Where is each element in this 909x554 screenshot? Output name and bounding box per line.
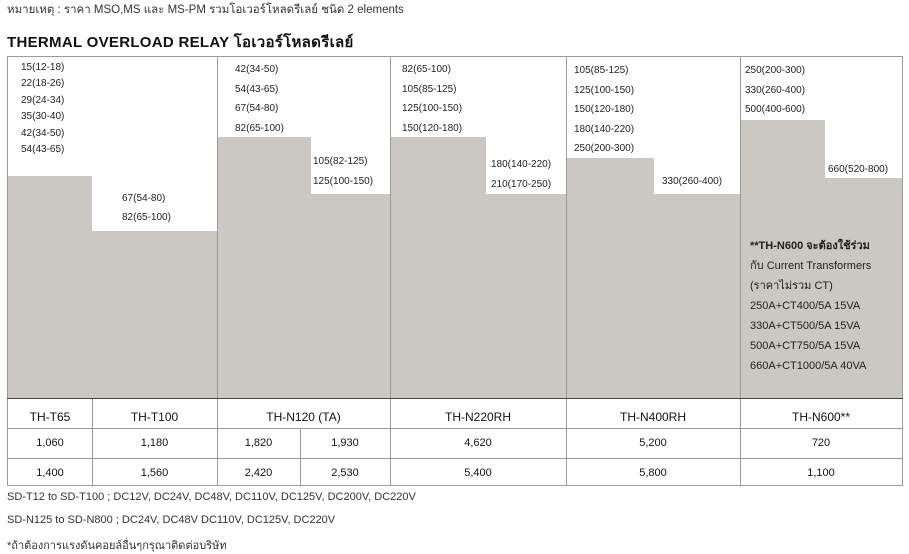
range-value: 35(30-40): [21, 111, 65, 123]
range-value: 82(65-100): [122, 212, 171, 223]
column-divider: [390, 56, 391, 486]
image-th-n600-left: [741, 120, 825, 398]
footer-contact-note: *ถ้าต้องการแรงดันคอยล์อื่นๆกรุณาติดต่อบร…: [7, 540, 227, 552]
column-divider: [300, 428, 301, 486]
range-value: 105(85-125): [574, 65, 629, 76]
price-row2-th-n400rh: 5,800: [639, 467, 667, 479]
range-value: 105(82-125): [313, 156, 368, 167]
price-note: หมายเหตุ : ราคา MSO,MS และ MS-PM รวมโอเว…: [7, 4, 404, 16]
image-th-n400-right: [654, 194, 740, 398]
range-value: 67(54-80): [235, 103, 279, 114]
range-value: 29(24-34): [21, 94, 65, 106]
price-row2-th-t65: 1,400: [36, 467, 64, 479]
image-th-n120-right: [311, 194, 390, 398]
column-divider: [217, 56, 218, 486]
ct-note-line: 250A+CT400/5A 15VA: [750, 300, 861, 312]
range-value: 180(140-220): [574, 123, 635, 135]
price-row1-th-n120-a: 1,820: [244, 437, 273, 449]
range-value: 125(100-150): [313, 176, 374, 187]
range-value: 150(120-180): [574, 104, 635, 115]
column-divider: [740, 56, 741, 486]
range-value: 500(400-600): [745, 104, 806, 115]
range-value: 105(85-125): [402, 83, 457, 95]
range-value: 125(100-150): [574, 84, 635, 96]
image-th-n220-right: [486, 194, 566, 398]
range-value: 82(65-100): [235, 122, 284, 134]
image-th-n600-right: [825, 178, 902, 398]
range-value: 22(18-26): [21, 78, 65, 90]
model-th-n120: TH-N120 (TA): [266, 410, 341, 424]
price-row2-th-t100: 1,560: [140, 467, 169, 479]
ct-note-line: **TH-N600 จะต้องใช้ร่วม: [750, 240, 870, 252]
price-row2-th-n120-b: 2,530: [331, 467, 359, 479]
price-row1-th-n220rh: 4,620: [464, 437, 492, 449]
ct-note-line: 660A+CT1000/5A 40VA: [750, 360, 867, 372]
image-th-t65: [8, 176, 92, 398]
row-divider: [7, 458, 903, 459]
range-value: 180(140-220): [491, 159, 552, 170]
image-th-t100: [92, 231, 217, 398]
range-value: 210(170-250): [491, 179, 552, 190]
range-list-th-n120-left: 42(34-50) 54(43-65) 67(54-80) 82(65-100): [235, 60, 284, 138]
range-value: 250(200-300): [574, 143, 635, 154]
range-list-th-n220-right: 180(140-220) 210(170-250): [491, 155, 551, 195]
range-list-th-t100: 67(54-80) 82(65-100): [122, 190, 171, 228]
price-row2-th-n600: 1,100: [807, 467, 835, 479]
row-divider: [7, 428, 903, 429]
section-title: THERMAL OVERLOAD RELAY โอเวอร์โหลดรีเลย์: [7, 34, 354, 51]
range-value: 330(260-400): [662, 176, 723, 187]
range-value: 82(65-100): [402, 64, 451, 75]
price-row2-th-n120-a: 2,420: [244, 467, 273, 479]
image-th-n120-left: [218, 137, 311, 398]
range-value: 67(54-80): [122, 193, 166, 204]
model-th-n400rh: TH-N400RH: [619, 410, 686, 424]
range-list-th-n400-right: 330(260-400): [662, 174, 722, 190]
range-list-th-n120-right: 105(82-125) 125(100-150): [313, 152, 373, 192]
price-row1-th-n600: 720: [811, 437, 831, 449]
image-th-n220-left: [391, 137, 486, 398]
range-value: 250(200-300): [745, 65, 806, 76]
model-th-t65: TH-T65: [29, 410, 71, 424]
range-list-th-n600-right: 660(520-800): [828, 162, 888, 178]
footer-coil-voltage-t: SD-T12 to SD-T100 ; DC12V, DC24V, DC48V,…: [7, 491, 416, 503]
range-list-th-n400-left: 105(85-125) 125(100-150) 150(120-180) 18…: [574, 61, 634, 159]
footer-coil-voltage-n: SD-N125 to SD-N800 ; DC24V, DC48V DC110V…: [7, 514, 336, 526]
price-row2-th-n220rh: 5,400: [464, 467, 492, 479]
price-row1-th-t65: 1,060: [36, 437, 64, 449]
model-th-n220rh: TH-N220RH: [444, 410, 511, 424]
range-value: 42(34-50): [235, 64, 279, 75]
range-value: 660(520-800): [828, 164, 889, 175]
column-divider: [92, 398, 93, 486]
ct-note-line: กับ Current Transformers: [750, 260, 872, 272]
range-value: 330(260-400): [745, 84, 806, 96]
range-value: 54(43-65): [21, 143, 65, 155]
row-divider: [7, 398, 903, 399]
price-row1-th-t100: 1,180: [140, 437, 169, 449]
price-row1-th-n120-b: 1,930: [331, 437, 359, 449]
ct-note-line: (ราคาไม่รวม CT): [750, 280, 833, 292]
model-th-t100: TH-T100: [130, 410, 179, 424]
range-value: 42(34-50): [21, 127, 65, 139]
ct-note-line: 500A+CT750/5A 15VA: [750, 340, 861, 352]
model-th-n600: TH-N600**: [791, 410, 851, 424]
relay-table: [7, 56, 903, 486]
range-list-th-n220-left: 82(65-100) 105(85-125) 125(100-150) 150(…: [402, 60, 462, 138]
price-row1-th-n400rh: 5,200: [639, 437, 667, 449]
range-value: 15(12-18): [21, 62, 65, 73]
range-value: 125(100-150): [402, 103, 463, 114]
column-divider: [566, 56, 567, 486]
ct-note: **TH-N600 จะต้องใช้ร่วม กับ Current Tran…: [750, 236, 871, 376]
image-th-n400-left: [567, 158, 654, 398]
range-value: 54(43-65): [235, 83, 279, 95]
range-list-th-t65: 15(12-18) 22(18-26) 29(24-34) 35(30-40) …: [21, 60, 64, 158]
range-value: 150(120-180): [402, 122, 463, 134]
ct-note-line: 330A+CT500/5A 15VA: [750, 320, 861, 332]
range-list-th-n600-left: 250(200-300) 330(260-400) 500(400-600): [745, 61, 805, 120]
